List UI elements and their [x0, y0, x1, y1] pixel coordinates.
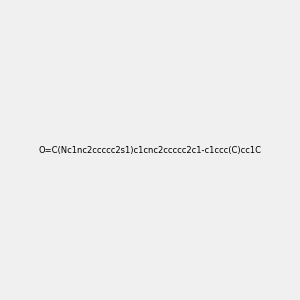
Text: O=C(Nc1nc2ccccc2s1)c1cnc2ccccc2c1-c1ccc(C)cc1C: O=C(Nc1nc2ccccc2s1)c1cnc2ccccc2c1-c1ccc(… — [38, 146, 262, 154]
